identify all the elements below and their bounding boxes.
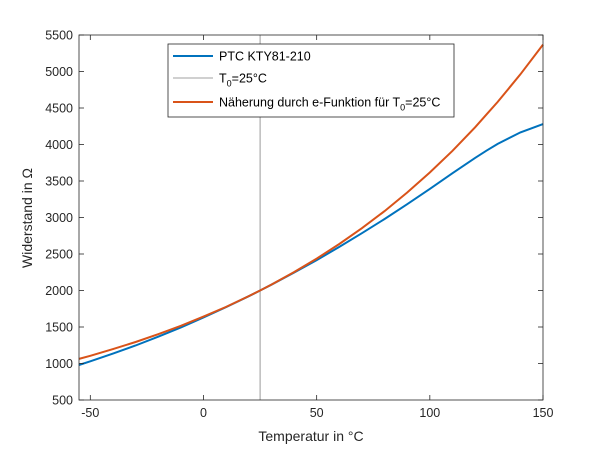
x-tick-label: -50 <box>81 406 99 420</box>
legend-box <box>167 43 455 118</box>
legend-entry-1: T0=25°C <box>219 72 267 89</box>
y-tick-label: 5000 <box>45 65 73 79</box>
series-line-2 <box>78 43 544 360</box>
x-axis-label: Temperatur in °C <box>258 428 363 444</box>
legend-entry-2: Näherung durch e-Funktion für T0=25°C <box>219 96 440 113</box>
x-tick-label: 100 <box>419 406 440 420</box>
legend: PTC KTY81-210 T0=25°C Näherung durch e-Fun… <box>167 43 455 118</box>
y-axis-label: Widerstand in Ω <box>19 168 35 268</box>
legend-entry-0: PTC KTY81-210 <box>219 50 311 64</box>
y-tick-label: 2500 <box>45 248 73 262</box>
y-tick-label: 4500 <box>45 102 73 116</box>
y-tick-label: 3500 <box>45 175 73 189</box>
x-tick-label: 150 <box>533 406 554 420</box>
y-tick-label: 1500 <box>45 321 73 335</box>
x-tick-label: 50 <box>310 406 324 420</box>
y-tick-label: 1000 <box>45 357 73 371</box>
y-tick-label: 500 <box>52 394 73 408</box>
y-tick-label: 5500 <box>45 29 73 43</box>
y-tick-label: 2000 <box>45 284 73 298</box>
x-tick-label: 0 <box>200 406 207 420</box>
series-line-0 <box>78 123 544 366</box>
plot-area: -50 0 50 100 150 500 1000 1500 2000 2500 3000 3500 4… <box>45 29 553 421</box>
y-tick-label: 3000 <box>45 211 73 225</box>
y-tick-label: 4000 <box>45 138 73 152</box>
